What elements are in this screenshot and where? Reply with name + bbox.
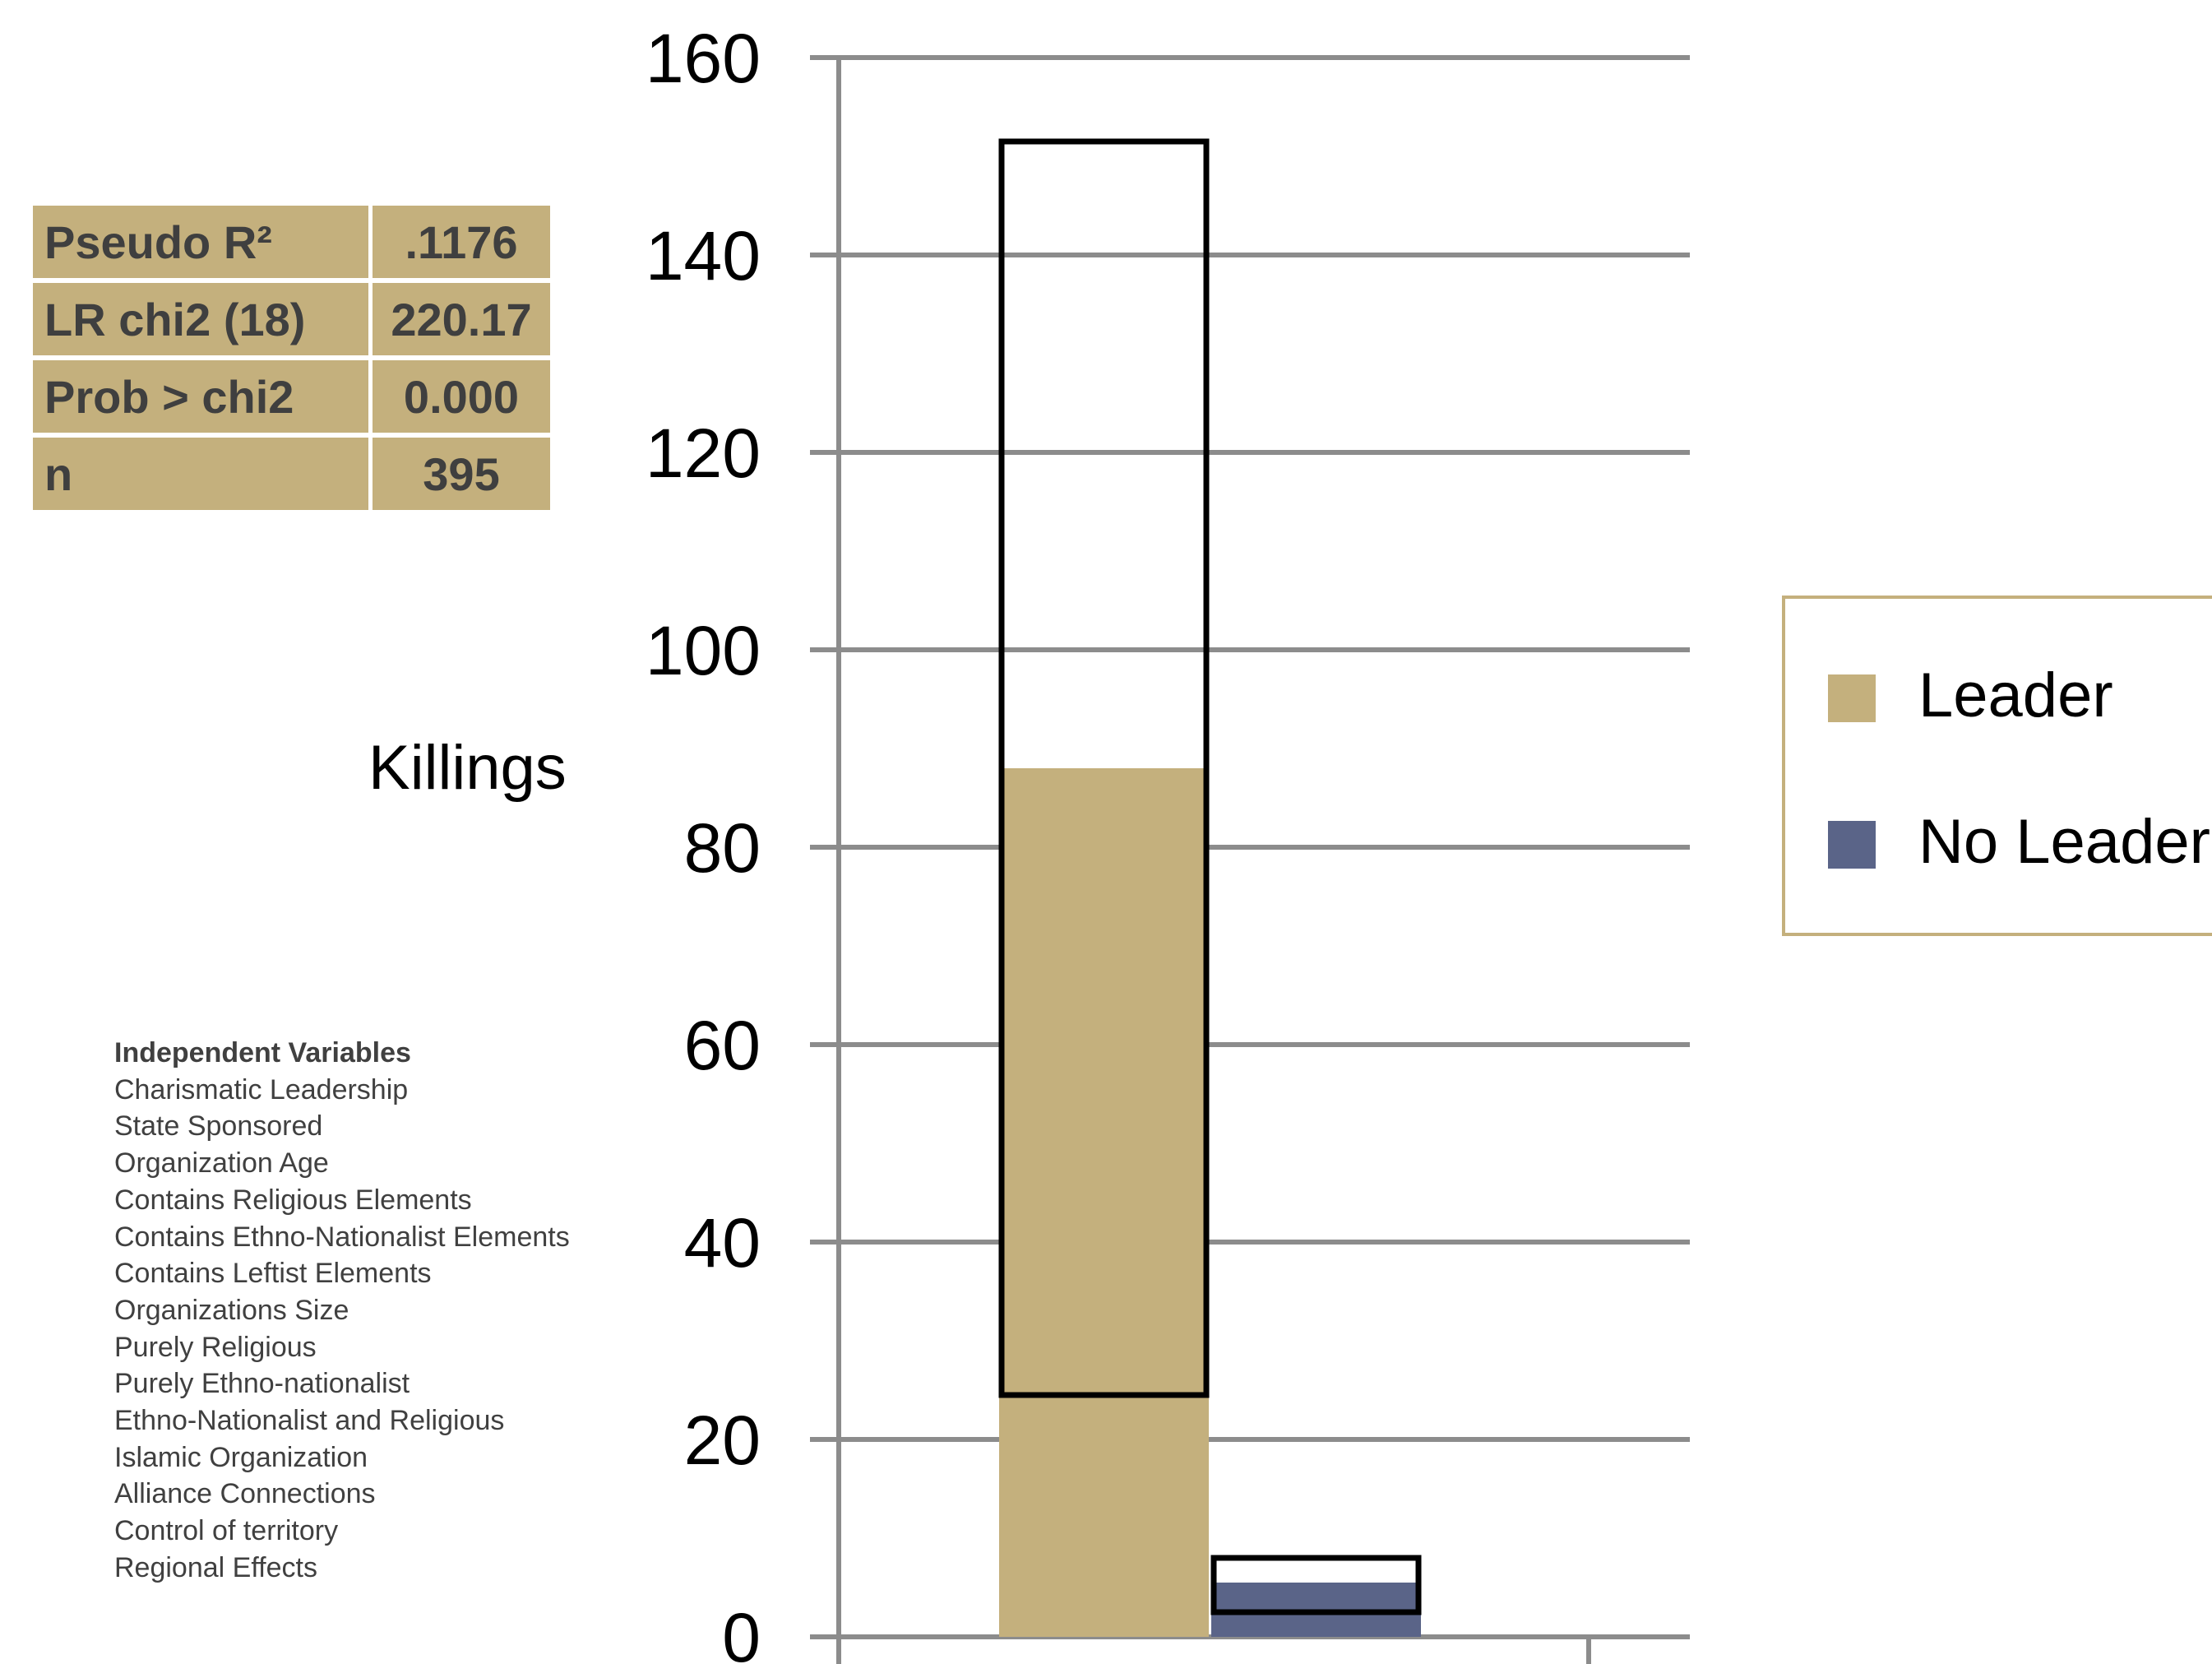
legend-swatch-no-leader — [1828, 821, 1876, 869]
model-statistics-table: Pseudo R² .1176 LR chi2 (18) 220.17 Prob > c… — [33, 206, 550, 515]
bar-leader — [999, 768, 1209, 1637]
stats-value: 395 — [373, 438, 550, 515]
independent-variable-item: Islamic Organization — [114, 1441, 368, 1473]
stats-label: Prob > chi2 — [33, 360, 373, 438]
stats-row: LR chi2 (18) 220.17 — [33, 283, 550, 360]
independent-variable-item: State Sponsored — [114, 1110, 323, 1143]
independent-variables-items: Charismatic Leadership State Sponsored Org… — [114, 1072, 570, 1587]
legend: Leader No Leader — [1782, 596, 2212, 936]
y-tick-label: 120 — [646, 415, 761, 492]
y-tick-label: 20 — [684, 1402, 761, 1479]
independent-variable-item: Organizations Size — [114, 1294, 349, 1326]
independent-variable-item: Contains Ethno-Nationalist Elements — [114, 1221, 570, 1253]
legend-swatch-leader — [1828, 674, 1876, 722]
y-axis-title: Killings — [368, 733, 567, 803]
stats-value: .1176 — [373, 206, 550, 283]
y-tick-label: 160 — [646, 20, 761, 97]
stats-row: Pseudo R² .1176 — [33, 206, 550, 283]
model-statistics-body: Pseudo R² .1176 LR chi2 (18) 220.17 Prob > c… — [33, 206, 550, 515]
stats-row: n 395 — [33, 438, 550, 515]
stats-value: 0.000 — [373, 360, 550, 438]
y-tick-label: 140 — [646, 217, 761, 294]
independent-variable-item: Contains Leftist Elements — [114, 1258, 432, 1290]
stats-value: 220.17 — [373, 283, 550, 360]
independent-variable-item: Purely Religious — [114, 1331, 317, 1363]
stats-label: Pseudo R² — [33, 206, 373, 283]
stats-row: Prob > chi2 0.000 — [33, 360, 550, 438]
independent-variable-item: Control of territory — [114, 1515, 339, 1547]
legend-label-no-leader: No Leader — [1918, 807, 2210, 877]
stats-label: n — [33, 438, 373, 515]
ci-box-no-leader — [1210, 1555, 1422, 1615]
independent-variable-item: Alliance Connections — [114, 1478, 376, 1510]
independent-variable-item: Purely Ethno-nationalist — [114, 1368, 410, 1400]
y-tick-label: 80 — [684, 809, 761, 887]
stats-label: LR chi2 (18) — [33, 283, 373, 360]
independent-variable-item: Contains Religious Elements — [114, 1184, 472, 1216]
y-tick-label: 40 — [684, 1204, 761, 1282]
y-tick-label: 100 — [646, 612, 761, 689]
y-tick-label: 60 — [684, 1007, 761, 1084]
independent-variables-title: Independent Variables — [114, 1037, 411, 1068]
independent-variable-item: Regional Effects — [114, 1551, 317, 1583]
legend-label-leader: Leader — [1918, 661, 2113, 730]
independent-variable-item: Organization Age — [114, 1147, 329, 1180]
independent-variables-list: Independent Variables Charismatic Leader… — [114, 1035, 570, 1587]
independent-variable-item: Charismatic Leadership — [114, 1073, 409, 1105]
ci-box-leader — [998, 138, 1210, 1398]
y-tick-label: 0 — [722, 1599, 761, 1664]
independent-variable-item: Ethno-Nationalist and Religious — [114, 1405, 505, 1437]
